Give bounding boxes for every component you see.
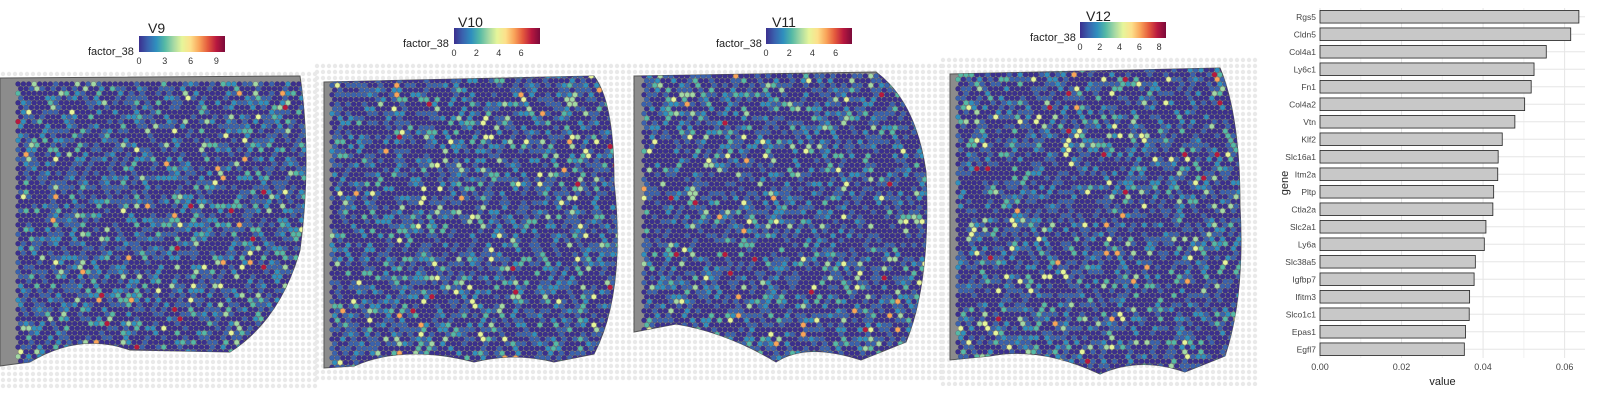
spatial-panel-v11: V11 factor_38 0 2 4 6 bbox=[626, 0, 944, 400]
legend-label: factor_38 bbox=[716, 38, 762, 50]
y-tick-label: Slco1c1 bbox=[1286, 309, 1317, 319]
bar-fn1 bbox=[1319, 80, 1532, 94]
spatial-panel-v10: V10 factor_38 0 2 4 6 bbox=[314, 0, 632, 400]
colorbar bbox=[139, 36, 225, 52]
bar-slc38a5 bbox=[1319, 255, 1476, 269]
colorbar-tick-label: 4 bbox=[810, 48, 815, 58]
colorbar bbox=[766, 28, 852, 44]
bar-egfl7 bbox=[1319, 342, 1465, 356]
x-tick-label: 0.04 bbox=[1474, 362, 1492, 372]
colorbar-tick-label: 2 bbox=[1097, 42, 1102, 52]
y-tick-label: Vtn bbox=[1303, 117, 1316, 127]
y-tick-label: Ly6c1 bbox=[1294, 64, 1317, 74]
colorbar-tick-label: 9 bbox=[214, 56, 219, 66]
colorbar-tick-label: 6 bbox=[188, 56, 193, 66]
y-tick-label: Slc38a5 bbox=[1285, 257, 1316, 267]
y-tick-label: Ly6a bbox=[1298, 239, 1316, 249]
tissue-spot-map bbox=[0, 71, 318, 389]
x-tick-label: 0.06 bbox=[1556, 362, 1574, 372]
expression-spots bbox=[641, 73, 927, 362]
y-tick-label: Pltp bbox=[1301, 187, 1316, 197]
x-tick-label: 0.00 bbox=[1311, 362, 1329, 372]
bar-igfbp7 bbox=[1319, 272, 1475, 286]
y-tick-label: Col4a1 bbox=[1289, 47, 1316, 57]
panel-title: V11 bbox=[772, 14, 796, 30]
x-tick-label: 0.02 bbox=[1393, 362, 1411, 372]
bar-slc16a1 bbox=[1319, 150, 1499, 164]
bar-ly6c1 bbox=[1319, 62, 1535, 76]
colorbar-tick-label: 3 bbox=[162, 56, 167, 66]
bar-cldn5 bbox=[1319, 27, 1572, 41]
colorbar-tick-label: 2 bbox=[787, 48, 792, 58]
bar-pltp bbox=[1319, 185, 1495, 199]
colorbar-tick-label: 8 bbox=[1157, 42, 1162, 52]
y-tick-label: Cldn5 bbox=[1294, 29, 1316, 39]
x-axis-label: value bbox=[1429, 376, 1455, 388]
bar-ifitm3 bbox=[1319, 290, 1471, 304]
bar-vtn bbox=[1319, 115, 1516, 129]
bar-itm2a bbox=[1319, 167, 1499, 181]
tissue-spot-map bbox=[314, 63, 632, 381]
y-tick-label: Slc2a1 bbox=[1290, 222, 1316, 232]
colorbar-tick-label: 6 bbox=[833, 48, 838, 58]
gene-loading-bar-chart: 0.00 0.02 0.04 0.06 Rgs5 Cldn5 Col4a1 Ly6c1 Fn1 C… bbox=[1280, 8, 1585, 388]
colorbar-tick-label: 4 bbox=[496, 48, 501, 58]
legend-label: factor_38 bbox=[88, 46, 134, 58]
y-tick-label: Ifitm3 bbox=[1295, 292, 1316, 302]
panel-title: V9 bbox=[148, 20, 165, 36]
y-tick-label: Ctla2a bbox=[1291, 204, 1316, 214]
spatial-panel-v9: V9 factor_38 0 3 6 9 bbox=[0, 0, 318, 400]
y-tick-label: Igfbp7 bbox=[1292, 274, 1316, 284]
colorbar bbox=[1080, 22, 1166, 38]
bar-ctla2a bbox=[1319, 202, 1494, 216]
spatial-panel-v12: V12 factor_38 0 2 4 6 8 bbox=[940, 0, 1258, 400]
colorbar-tick-label: 4 bbox=[1117, 42, 1122, 52]
colorbar bbox=[454, 28, 540, 44]
bar-col4a1 bbox=[1319, 45, 1547, 59]
y-tick-label: Egfl7 bbox=[1297, 344, 1317, 354]
bar-klf2 bbox=[1319, 132, 1503, 146]
expression-spots bbox=[329, 76, 618, 368]
y-tick-label: Slc16a1 bbox=[1285, 152, 1316, 162]
colorbar-tick-label: 2 bbox=[474, 48, 479, 58]
colorbar-tick-label: 0 bbox=[451, 48, 456, 58]
bar-slc2a1 bbox=[1319, 220, 1487, 234]
y-tick-label: Rgs5 bbox=[1296, 12, 1316, 22]
colorbar-tick-label: 6 bbox=[1137, 42, 1142, 52]
panel-title: V10 bbox=[458, 14, 483, 30]
y-tick-label: Klf2 bbox=[1301, 134, 1316, 144]
colorbar-tick-label: 0 bbox=[763, 48, 768, 58]
y-tick-label: Fn1 bbox=[1301, 82, 1316, 92]
y-axis-label: gene bbox=[1280, 171, 1291, 195]
colorbar-tick-label: 0 bbox=[1077, 42, 1082, 52]
colorbar-tick-label: 0 bbox=[136, 56, 141, 66]
y-tick-label: Col4a2 bbox=[1289, 99, 1316, 109]
bar-col4a2 bbox=[1319, 97, 1526, 111]
y-tick-label: Itm2a bbox=[1295, 169, 1317, 179]
bar-epas1 bbox=[1319, 325, 1466, 339]
legend-label: factor_38 bbox=[403, 38, 449, 50]
tissue-spot-map bbox=[626, 63, 944, 381]
plot-area bbox=[1320, 8, 1585, 358]
bar-ly6a bbox=[1319, 237, 1485, 251]
bar-rgs5 bbox=[1319, 10, 1580, 24]
expression-spots bbox=[15, 81, 306, 366]
tissue-spot-map bbox=[940, 57, 1258, 386]
expression-spots bbox=[955, 68, 1241, 374]
legend-label: factor_38 bbox=[1030, 32, 1076, 44]
panel-title: V12 bbox=[1086, 8, 1111, 24]
y-tick-label: Epas1 bbox=[1292, 327, 1316, 337]
colorbar-tick-label: 6 bbox=[519, 48, 524, 58]
bar-slco1c1 bbox=[1319, 307, 1470, 321]
